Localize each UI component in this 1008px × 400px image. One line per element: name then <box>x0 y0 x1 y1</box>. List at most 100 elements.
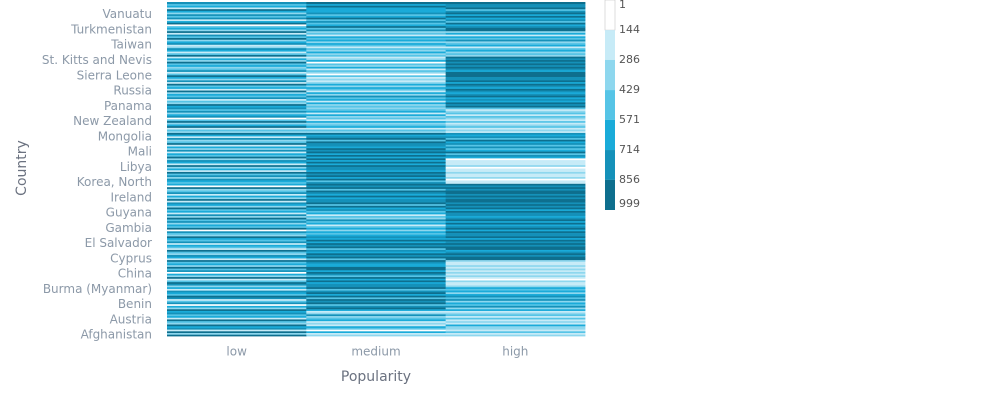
heatmap-cell <box>306 213 447 217</box>
heatmap-cell <box>306 57 447 61</box>
heatmap-cell <box>306 303 447 306</box>
heatmap-cell <box>306 256 447 259</box>
heatmap-cell <box>445 39 586 42</box>
heatmap-cell <box>306 310 447 313</box>
heatmap-cell <box>445 135 586 139</box>
heatmap-cell <box>306 324 447 327</box>
heatmap-cell <box>167 168 307 171</box>
heatmap-cell <box>445 219 586 222</box>
heatmap-cell <box>445 268 586 271</box>
heatmap-cell <box>445 71 586 74</box>
heatmap-cell <box>306 298 447 301</box>
heatmap-cell <box>306 115 447 118</box>
heatmap-cell <box>445 319 586 322</box>
heatmap-cell <box>306 32 447 35</box>
heatmap-cell <box>306 291 447 295</box>
heatmap-cell <box>445 134 586 137</box>
heatmap-cell <box>167 56 307 59</box>
heatmap-cell <box>306 30 447 33</box>
heatmap-cell <box>445 264 586 267</box>
heatmap-cell <box>167 120 307 123</box>
heatmap-cell <box>445 3 586 6</box>
heatmap-cell <box>306 79 447 83</box>
heatmap-cell <box>167 25 307 28</box>
heatmap-cell <box>306 125 447 128</box>
heatmap-cell <box>445 247 586 250</box>
heatmap-cell <box>445 191 586 194</box>
heatmap-cell <box>167 88 307 91</box>
y-tick-label: Guyana <box>106 206 152 220</box>
heatmap-cell <box>445 325 586 328</box>
heatmap-cell <box>306 2 447 5</box>
heatmap-cell <box>167 79 307 83</box>
heatmap-cell <box>306 135 447 139</box>
heatmap-cell <box>445 300 586 303</box>
heatmap-cell <box>445 224 586 227</box>
heatmap-cell <box>445 252 586 256</box>
heatmap-cell <box>167 244 307 247</box>
heatmap-cell <box>445 207 586 210</box>
heatmap-cell <box>445 22 586 25</box>
heatmap-cell <box>167 15 307 18</box>
heatmap-cell <box>167 91 307 94</box>
heatmap-cell <box>306 12 447 15</box>
heatmap-cell <box>445 313 586 317</box>
colorbar-band <box>605 30 615 60</box>
heatmap-cell <box>445 118 586 122</box>
heatmap-cell <box>167 205 307 208</box>
y-tick-label: Panama <box>104 99 152 113</box>
heatmap-cell <box>306 235 447 239</box>
heatmap-cell <box>306 156 447 159</box>
heatmap-cell <box>306 141 447 144</box>
heatmap-cell <box>306 20 447 23</box>
heatmap-cell <box>445 110 586 113</box>
heatmap-cell <box>445 193 586 196</box>
heatmap-cell <box>445 317 586 320</box>
heatmap-cell <box>167 322 307 325</box>
heatmap-cell <box>306 234 447 237</box>
heatmap-cell <box>306 280 447 283</box>
heatmap-cell <box>445 234 586 237</box>
heatmap-cell <box>306 220 447 223</box>
y-tick-label: China <box>118 267 152 281</box>
heatmap-cell <box>167 305 307 308</box>
heatmap-cell <box>306 13 447 16</box>
heatmap-cell <box>306 24 447 27</box>
heatmap-cell <box>306 300 447 303</box>
heatmap-cell <box>167 319 307 322</box>
heatmap-cell <box>167 139 307 142</box>
heatmap-cell <box>445 86 586 89</box>
heatmap-cell <box>167 195 307 198</box>
heatmap-cell <box>167 300 307 303</box>
heatmap-cell <box>445 54 586 57</box>
heatmap-cell <box>167 64 307 67</box>
heatmap-cell <box>306 285 447 288</box>
colorbar-band <box>605 119 615 151</box>
heatmap-cell <box>167 324 307 327</box>
heatmap-cell <box>445 334 586 337</box>
heatmap-cell <box>445 44 586 47</box>
heatmap-cell <box>445 310 586 313</box>
heatmap-cell <box>306 51 447 54</box>
heatmap-cell <box>445 169 586 172</box>
heatmap-cell <box>167 141 307 144</box>
heatmap-cell <box>445 78 586 81</box>
heatmap-cell <box>306 239 447 242</box>
heatmap-cell <box>167 232 307 235</box>
heatmap-cell <box>445 24 586 27</box>
heatmap-cell <box>167 34 307 37</box>
heatmap-cell <box>445 307 586 310</box>
heatmap-cell <box>445 242 586 245</box>
heatmap-cell <box>445 49 586 52</box>
heatmap-cell <box>167 271 307 274</box>
heatmap-cell <box>306 188 447 191</box>
heatmap-cell <box>306 154 447 157</box>
x-axis-title: Popularity <box>341 369 411 385</box>
heatmap-cell <box>445 147 586 150</box>
heatmap-cell <box>167 247 307 250</box>
heatmap-cell <box>445 305 586 308</box>
heatmap-cell <box>445 88 586 91</box>
heatmap-cell <box>306 319 447 322</box>
heatmap-cell <box>306 217 447 220</box>
heatmap-cell <box>306 69 447 72</box>
